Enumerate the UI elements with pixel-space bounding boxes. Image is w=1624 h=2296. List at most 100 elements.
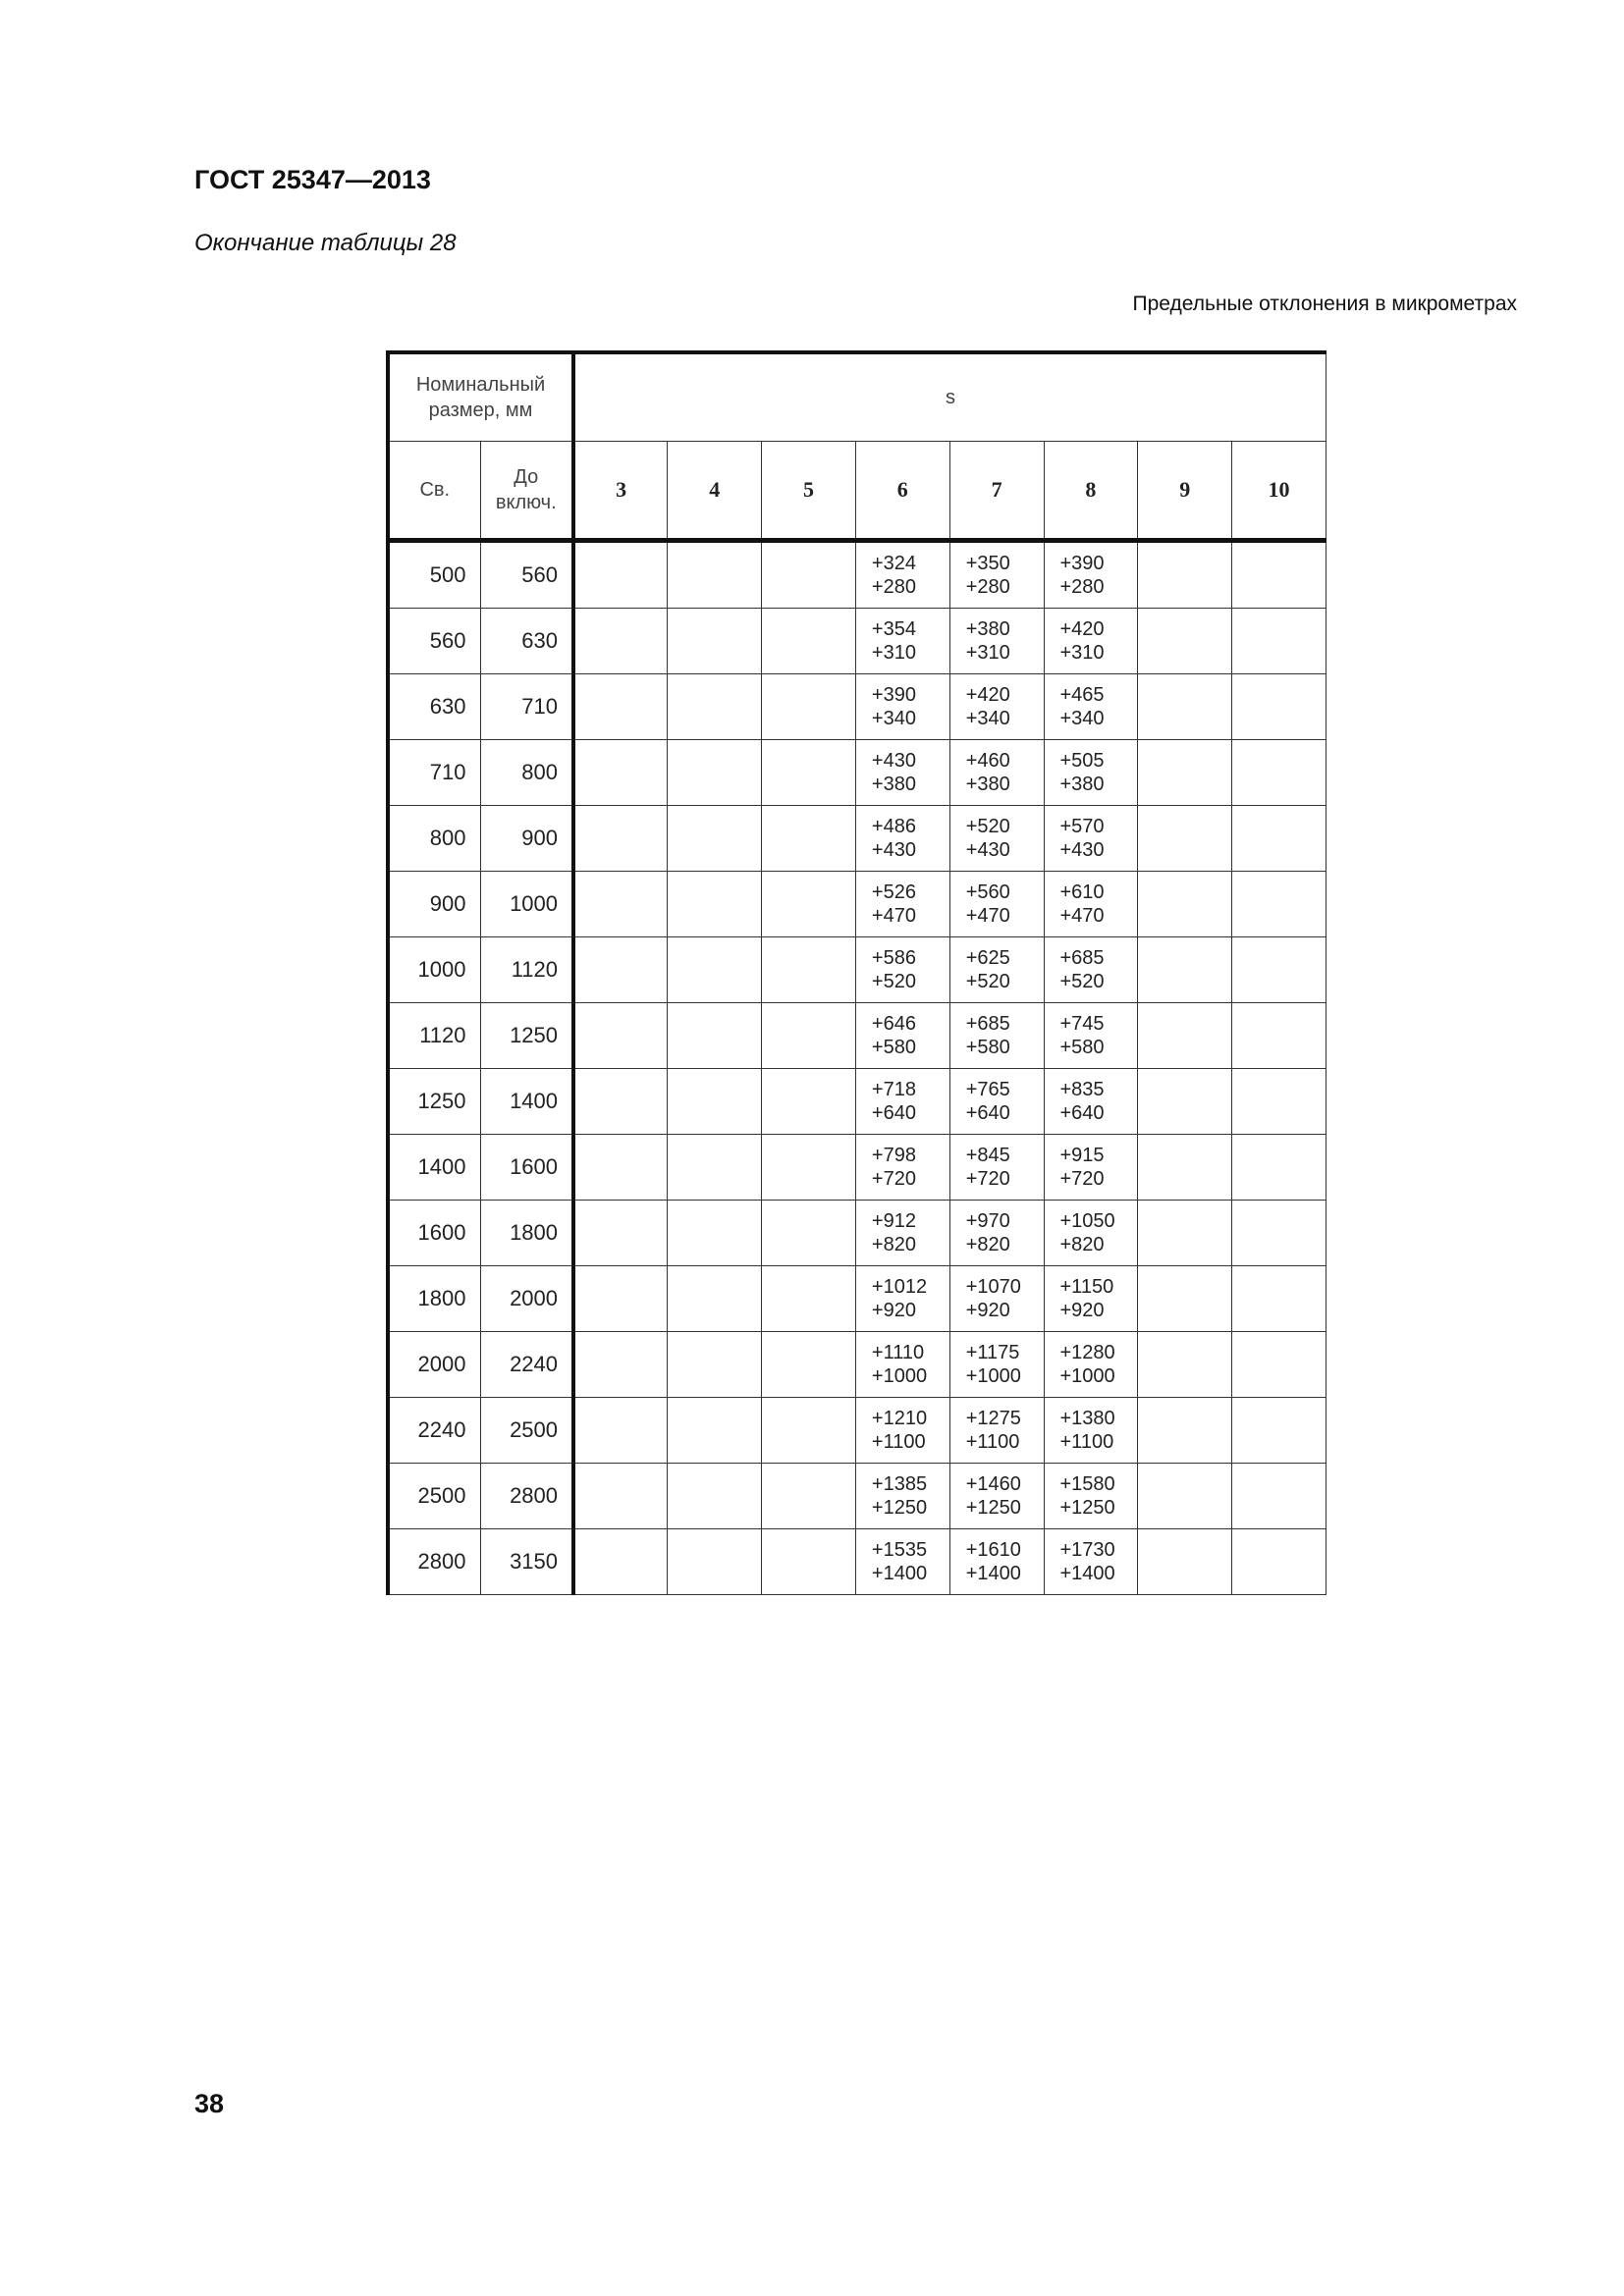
deviation-cell [1231, 871, 1326, 937]
lower-deviation: +640 [965, 1102, 1010, 1124]
deviation-cell [572, 1265, 669, 1332]
deviation-cell [667, 871, 763, 937]
lower-deviation: +380 [1059, 774, 1105, 795]
lower-deviation: +580 [1059, 1037, 1105, 1058]
document-title: ГОСТ 25347—2013 [194, 165, 431, 194]
deviation-cell [572, 805, 669, 872]
deviation-cell [667, 540, 763, 609]
lower-deviation: +520 [965, 971, 1010, 992]
deviation-cell [572, 936, 669, 1003]
deviation-cell: +520 +430 [948, 805, 1045, 872]
deviation-cell: +685 +520 [1043, 936, 1139, 1003]
lower-deviation: +310 [965, 642, 1010, 664]
upper-deviation: +798 [871, 1145, 916, 1166]
size-to-cell: 560 [479, 540, 576, 609]
size-from-cell: 1800 [386, 1265, 481, 1332]
upper-deviation: +1050 [1059, 1210, 1115, 1232]
size-to-cell: 1400 [479, 1068, 576, 1135]
deviation-cell [572, 673, 669, 740]
deviation-cell [761, 1200, 856, 1266]
deviation-cell: +1610 +1400 [948, 1528, 1045, 1595]
deviation-cell: +1050 +820 [1043, 1200, 1139, 1266]
deviation-cell [761, 739, 856, 806]
deviation-cell [667, 608, 763, 674]
lower-deviation: +1000 [1059, 1365, 1115, 1387]
tolerance-table: Номинальный размер, мм s Св. До включ. 3… [385, 350, 1327, 1595]
upper-deviation: +915 [1059, 1145, 1105, 1166]
deviation-cell [667, 936, 763, 1003]
table-row: 2500 2800 +1385 +1250 +1460 +1250 +1580 +1250 [386, 1463, 1326, 1529]
table-row: 1600 1800 +912 +820 +970 +820 +1050 +820 [386, 1200, 1326, 1266]
size-from-cell: 2240 [386, 1397, 481, 1464]
deviation-cell [572, 1002, 669, 1069]
deviation-cell [1137, 1331, 1233, 1398]
deviation-cell [1231, 673, 1326, 740]
lower-deviation: +470 [871, 905, 916, 927]
lower-deviation: +1400 [965, 1563, 1021, 1584]
lower-deviation: +380 [965, 774, 1010, 795]
lower-deviation: +1400 [1059, 1563, 1115, 1584]
upper-deviation: +505 [1059, 750, 1105, 772]
deviation-cell: +1210 +1100 [854, 1397, 950, 1464]
size-from-cell: 2500 [386, 1463, 481, 1529]
grade-header: 3 [572, 441, 669, 543]
lower-deviation: +1100 [871, 1431, 926, 1453]
deviation-cell [1231, 739, 1326, 806]
table-row: 1250 1400 +718 +640 +765 +640 +835 +640 [386, 1068, 1326, 1135]
deviation-cell: +390 +340 [854, 673, 950, 740]
deviation-cell [1231, 1463, 1326, 1529]
deviation-cell [761, 1002, 856, 1069]
deviation-cell [667, 805, 763, 872]
size-from-cell: 1250 [386, 1068, 481, 1135]
field-header: s [572, 350, 1327, 442]
table-row: 630 710 +390 +340 +420 +340 +465 +340 [386, 673, 1326, 740]
lower-deviation: +310 [1059, 642, 1105, 664]
deviation-cell [761, 1463, 856, 1529]
upper-deviation: +390 [871, 684, 916, 706]
deviation-cell: +430 +380 [854, 739, 950, 806]
size-from-cell: 710 [386, 739, 481, 806]
deviation-cell [761, 1331, 856, 1398]
deviation-cell: +845 +720 [948, 1134, 1045, 1201]
table-row: 1400 1600 +798 +720 +845 +720 +915 +720 [386, 1134, 1326, 1201]
upper-deviation: +520 [965, 816, 1010, 837]
upper-deviation: +718 [871, 1079, 916, 1100]
upper-deviation: +586 [871, 947, 916, 969]
deviation-cell [1231, 936, 1326, 1003]
deviation-cell [572, 1397, 669, 1464]
deviation-cell [572, 871, 669, 937]
upper-deviation: +1175 [965, 1342, 1020, 1363]
deviation-cell [667, 1134, 763, 1201]
size-from-cell: 1600 [386, 1200, 481, 1266]
deviation-cell [1137, 1397, 1233, 1464]
upper-deviation: +1730 [1059, 1539, 1115, 1561]
deviation-cell [1137, 540, 1233, 609]
deviation-cell: +835 +640 [1043, 1068, 1139, 1135]
deviation-cell: +745 +580 [1043, 1002, 1139, 1069]
deviation-cell [572, 1528, 669, 1595]
deviation-cell: +380 +310 [948, 608, 1045, 674]
size-from-cell: 900 [386, 871, 481, 937]
deviation-cell [1137, 871, 1233, 937]
deviation-cell: +1730 +1400 [1043, 1528, 1139, 1595]
deviation-cell [761, 1134, 856, 1201]
size-to-cell: 2000 [479, 1265, 576, 1332]
deviation-cell: +685 +580 [948, 1002, 1045, 1069]
deviation-cell [1137, 1068, 1233, 1135]
upper-deviation: +1275 [965, 1408, 1021, 1429]
deviation-cell [761, 936, 856, 1003]
upper-deviation: +970 [965, 1210, 1010, 1232]
lower-deviation: +470 [965, 905, 1010, 927]
deviation-cell [1137, 936, 1233, 1003]
upper-deviation: +430 [871, 750, 916, 772]
deviation-cell: +646 +580 [854, 1002, 950, 1069]
lower-deviation: +280 [871, 576, 916, 598]
deviation-cell [761, 1068, 856, 1135]
deviation-cell [572, 1134, 669, 1201]
header-row-1: Номинальный размер, мм s [385, 350, 1327, 442]
lower-deviation: +1000 [871, 1365, 928, 1387]
lower-deviation: +580 [965, 1037, 1010, 1058]
deviation-cell [761, 1397, 856, 1464]
deviation-cell: +970 +820 [948, 1200, 1045, 1266]
size-to-cell: 2800 [479, 1463, 576, 1529]
